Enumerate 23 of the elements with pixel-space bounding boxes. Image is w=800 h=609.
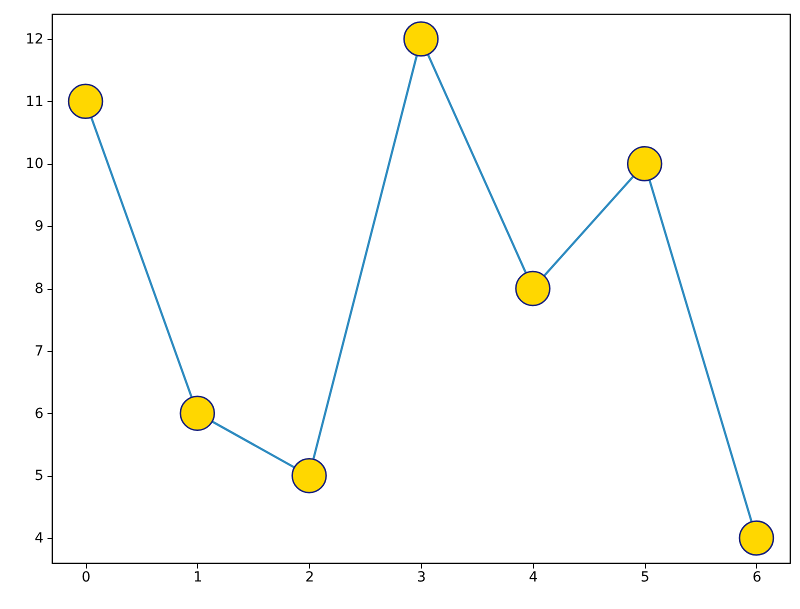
- point: [291, 458, 327, 494]
- point: [403, 21, 439, 57]
- point: [180, 396, 216, 431]
- x-tick-label: 1: [193, 570, 202, 586]
- y-tick-label: 8: [34, 281, 44, 297]
- x-tick-label: 2: [305, 570, 314, 586]
- x-tick-label: 0: [82, 570, 91, 586]
- y-tick-label: 10: [26, 156, 44, 172]
- y-tick-label: 5: [34, 468, 44, 484]
- y-tick-label: 6: [34, 406, 44, 422]
- x-tick-label: 4: [528, 570, 538, 586]
- y-tick-label: 12: [26, 31, 44, 48]
- point: [68, 84, 104, 120]
- x-tick-label: 5: [640, 570, 650, 586]
- y-tick-label: 9: [34, 218, 44, 235]
- y-tick-label: 7: [34, 343, 44, 360]
- x-tick-label: 6: [752, 570, 762, 586]
- point: [626, 146, 662, 182]
- point: [515, 270, 551, 306]
- point: [738, 520, 774, 556]
- x-tick-label: 3: [417, 570, 426, 586]
- y-tick-label: 11: [26, 94, 44, 110]
- y-tick-label: 4: [34, 530, 44, 547]
